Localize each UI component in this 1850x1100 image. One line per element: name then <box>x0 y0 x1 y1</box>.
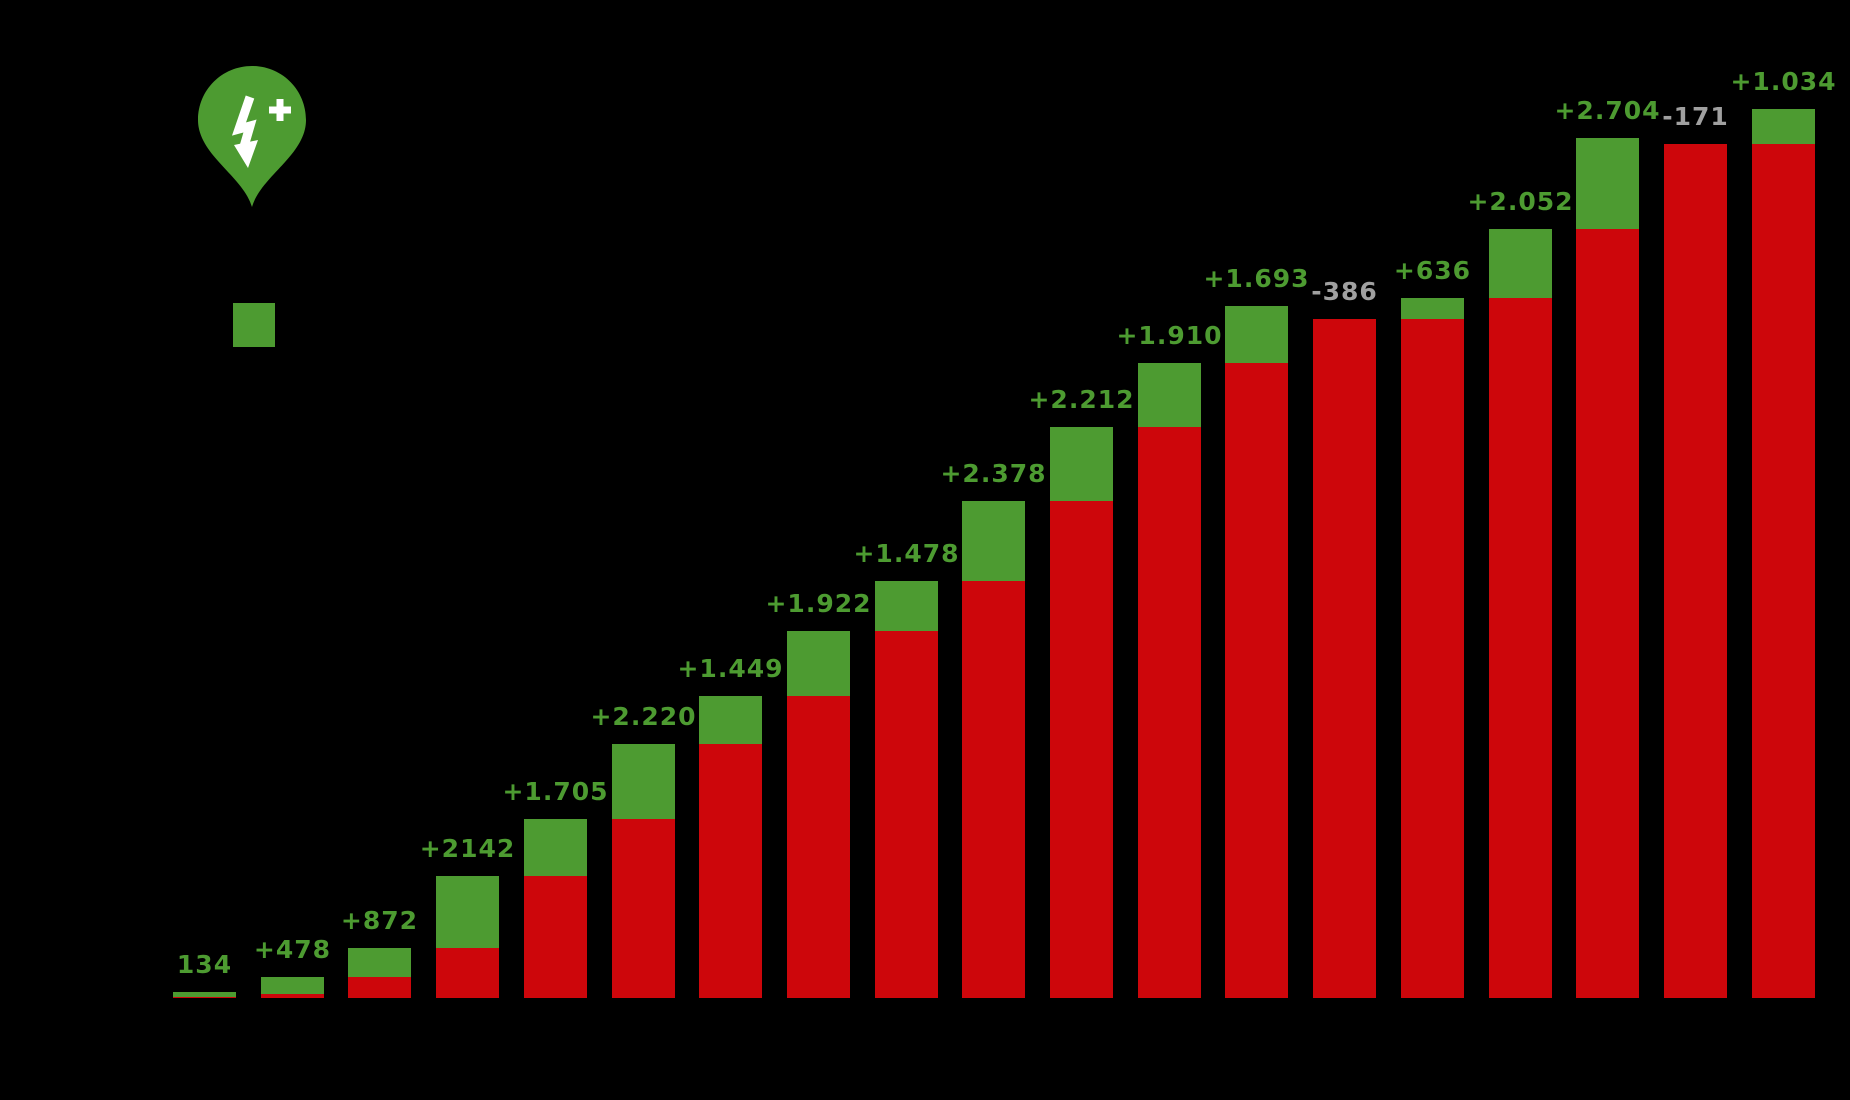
bar-column: +2.220 <box>590 702 696 998</box>
bar-segment-yearly-addition <box>962 501 1025 582</box>
bar-value-label: +1.449 <box>677 653 784 683</box>
bar-segment-yearly-addition <box>524 818 587 877</box>
bar-segment-cumulative-base <box>1752 143 1815 998</box>
bar-segment-cumulative-base <box>1576 228 1639 998</box>
bar-value-label: +2.220 <box>590 702 697 732</box>
bar-segment-cumulative-base <box>1050 501 1113 998</box>
bar-segment-cumulative-base <box>699 744 762 998</box>
bar-segment-yearly-addition <box>875 581 938 632</box>
bar-segment-yearly-addition <box>348 948 411 978</box>
bar-value-label: +1.922 <box>765 589 872 619</box>
bar-segment-yearly-addition <box>699 695 762 745</box>
bar-segment-cumulative-base <box>173 996 236 998</box>
bar-column: +1.693 <box>1203 264 1309 998</box>
bar-segment-cumulative-base <box>261 993 324 998</box>
bar-value-label: +872 <box>340 906 419 936</box>
bar-value-label: -171 <box>1662 101 1729 131</box>
lightning-bolt-arrow-icon <box>231 95 258 168</box>
bar-value-label: +1.478 <box>853 539 960 569</box>
energy-location-pin-icon <box>198 66 306 207</box>
bar-value-label: +636 <box>1393 255 1472 285</box>
bar-segment-yearly-addition <box>436 876 499 949</box>
bar-value-label: +2142 <box>419 834 516 864</box>
bar-column: +2.052 <box>1467 187 1573 998</box>
bar-segment-yearly-addition <box>612 744 675 819</box>
bar-value-label: +2.052 <box>1467 186 1574 216</box>
map-pin-shape <box>198 66 306 207</box>
bar-segment-cumulative-base <box>787 695 850 998</box>
bar-segment-cumulative-base <box>1225 362 1288 998</box>
bar-column: 134 <box>173 950 236 998</box>
bar-column: +2.378 <box>940 459 1046 998</box>
bar-column: +1.034 <box>1730 67 1836 998</box>
legend-swatch <box>233 303 275 347</box>
bar-segment-yearly-addition <box>1401 297 1464 320</box>
bar-value-label: +1.705 <box>502 776 609 806</box>
bar-segment-cumulative-base <box>1489 297 1552 998</box>
bar-segment-yearly-addition <box>1138 362 1201 428</box>
bar-column: +2.704 <box>1554 96 1660 998</box>
plus-icon <box>269 99 291 121</box>
bar-column: +872 <box>341 906 417 998</box>
bar-column: +1.922 <box>765 589 871 998</box>
bar-column: +636 <box>1394 256 1470 998</box>
bar-segment-cumulative-base <box>348 977 411 998</box>
bar-column: +1.910 <box>1116 321 1222 998</box>
bar-segment-cumulative-base <box>612 818 675 998</box>
bar-value-label: +2.212 <box>1028 385 1135 415</box>
bar-value-label: +1.034 <box>1730 66 1837 96</box>
bar-column: +2142 <box>420 834 514 998</box>
bar-segment-cumulative-base <box>962 581 1025 998</box>
bar-segment-cumulative-base <box>875 631 938 998</box>
bar-segment-yearly-addition <box>1489 228 1552 298</box>
bar-segment-cumulative-base <box>1664 143 1727 998</box>
bar-segment-cumulative-base <box>1313 319 1376 998</box>
bar-value-label: +1.693 <box>1203 264 1310 294</box>
bar-segment-yearly-addition <box>1576 137 1639 229</box>
bar-column: -171 <box>1662 102 1728 998</box>
bar-value-label: +2.704 <box>1554 95 1661 125</box>
bar-value-label: 134 <box>176 950 233 979</box>
bar-segment-yearly-addition <box>261 977 324 994</box>
bar-value-label: +2.378 <box>940 459 1047 489</box>
bar-segment-yearly-addition <box>1225 306 1288 363</box>
bar-column: +1.449 <box>677 654 783 998</box>
bar-segment-cumulative-base <box>436 948 499 998</box>
bar-column: +1.478 <box>853 539 959 998</box>
bar-column: +2.212 <box>1028 385 1134 998</box>
bar-column: +478 <box>254 935 330 998</box>
bar-segment-yearly-addition <box>173 992 236 997</box>
bar-segment-yearly-addition <box>1050 427 1113 502</box>
bar-value-label: +478 <box>253 935 332 965</box>
bar-segment-yearly-addition <box>1752 108 1815 144</box>
bar-segment-cumulative-base <box>1138 427 1201 998</box>
bar-segment-yearly-addition <box>787 631 850 696</box>
bar-value-label: +1.910 <box>1116 320 1223 350</box>
bar-value-label: -386 <box>1311 277 1378 307</box>
bar-segment-cumulative-base <box>1401 319 1464 998</box>
bar-column: -386 <box>1311 277 1377 998</box>
bar-segment-cumulative-base <box>524 876 587 998</box>
bar-column: +1.705 <box>502 777 608 998</box>
